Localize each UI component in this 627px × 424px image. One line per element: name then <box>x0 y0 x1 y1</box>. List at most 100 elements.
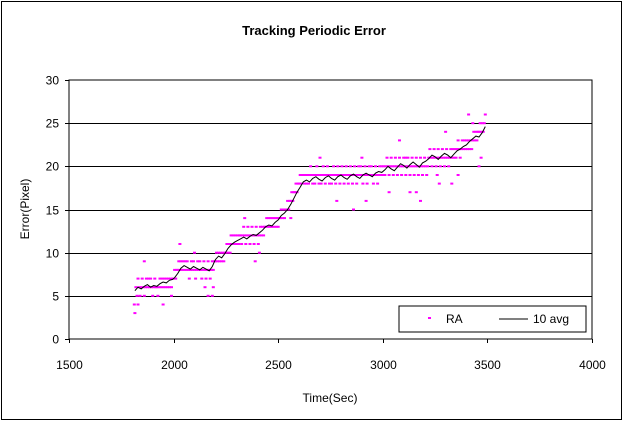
y-tick-label: 30 <box>46 74 60 88</box>
ra-point <box>408 191 412 194</box>
ra-point <box>471 122 475 125</box>
y-tick-label: 20 <box>46 160 60 174</box>
ra-point <box>452 156 456 159</box>
ra-point <box>215 251 218 254</box>
ra-point <box>388 165 392 168</box>
ra-point <box>156 294 160 297</box>
ra-point <box>475 139 479 142</box>
chart-title: Tracking Periodic Error <box>242 23 386 38</box>
ra-point <box>298 174 302 176</box>
ra-point <box>434 165 438 168</box>
ra-point <box>319 182 323 185</box>
ra-point <box>134 286 138 289</box>
ra-point <box>232 243 236 245</box>
ra-point <box>444 130 448 133</box>
ra-point <box>303 174 307 176</box>
ra-point <box>343 174 347 176</box>
ra-point <box>322 174 326 176</box>
ra-point <box>167 286 171 289</box>
ra-point <box>199 268 203 271</box>
ra-point <box>462 139 466 142</box>
chart-frame: Tracking Periodic Error 0 5 10 15 20 25 30 150… <box>1 1 622 420</box>
ra-point <box>275 217 279 220</box>
ra-point <box>422 165 426 168</box>
ra-point <box>408 174 412 176</box>
x-tick-label: 2000 <box>161 358 188 372</box>
ra-point <box>241 234 245 237</box>
ra-point <box>294 182 298 185</box>
ra-point <box>173 268 177 271</box>
ra-point <box>276 225 280 228</box>
ra-point <box>427 156 431 159</box>
ra-point <box>367 165 371 168</box>
ra-point <box>345 174 349 176</box>
ra-point <box>151 294 155 297</box>
ra-point <box>474 130 478 133</box>
ra-point <box>257 251 261 254</box>
ra-point <box>254 225 258 228</box>
ra-point <box>228 251 232 254</box>
ra-point <box>413 165 417 168</box>
ra-point <box>478 122 482 125</box>
ra-point <box>176 268 180 271</box>
ra-point <box>170 286 173 289</box>
ra-point <box>456 174 460 176</box>
ra-point <box>392 165 396 168</box>
ra-point <box>310 174 314 176</box>
ra-point <box>266 225 270 228</box>
ra-point <box>363 165 367 168</box>
ra-point <box>394 165 398 168</box>
ra-point <box>271 217 275 220</box>
ra-point <box>364 199 368 202</box>
ra-point <box>436 148 440 151</box>
ra-point <box>231 234 235 237</box>
ra-point <box>195 268 199 271</box>
ra-point <box>160 277 164 280</box>
ra-point <box>240 243 244 245</box>
ra-point <box>473 139 477 142</box>
ra-point <box>302 182 306 185</box>
ra-point <box>261 225 264 228</box>
ra-point <box>324 174 328 176</box>
ra-point <box>482 122 486 125</box>
ra-point <box>204 277 208 280</box>
ra-point <box>358 174 362 176</box>
ra-point <box>304 182 308 185</box>
ra-point <box>379 174 383 176</box>
ra-point <box>257 234 261 237</box>
ra-point <box>234 243 238 245</box>
ra-point <box>201 268 205 271</box>
ra-point <box>219 251 223 254</box>
ra-point <box>239 234 242 237</box>
ra-point <box>352 174 355 176</box>
ra-point <box>202 260 206 263</box>
ra-point <box>174 277 178 280</box>
ra-point <box>467 139 471 142</box>
ra-series <box>132 113 487 315</box>
ra-point <box>412 174 416 176</box>
ra-point <box>316 174 320 176</box>
ra-point <box>278 217 282 220</box>
ra-point <box>435 174 439 176</box>
ra-point <box>182 268 186 271</box>
ra-point <box>479 156 483 159</box>
ra-point <box>359 165 363 168</box>
ra-point <box>308 174 312 176</box>
ra-point <box>480 122 484 125</box>
ra-point <box>448 156 452 159</box>
ra-point <box>139 286 143 289</box>
y-axis-ticks: 0 5 10 15 20 25 30 <box>46 74 69 347</box>
ra-point <box>404 156 408 159</box>
ra-point <box>454 156 458 159</box>
ra-point <box>217 251 221 254</box>
ra-point <box>265 217 269 220</box>
ra-point <box>225 243 229 245</box>
x-tick-label: 4000 <box>579 358 606 372</box>
ra-point <box>438 165 442 168</box>
ra-point <box>426 165 430 168</box>
ra-point <box>163 286 167 289</box>
ra-point <box>419 199 422 202</box>
ra-point <box>411 165 415 168</box>
ra-point <box>315 165 319 168</box>
ra-point <box>406 156 410 159</box>
